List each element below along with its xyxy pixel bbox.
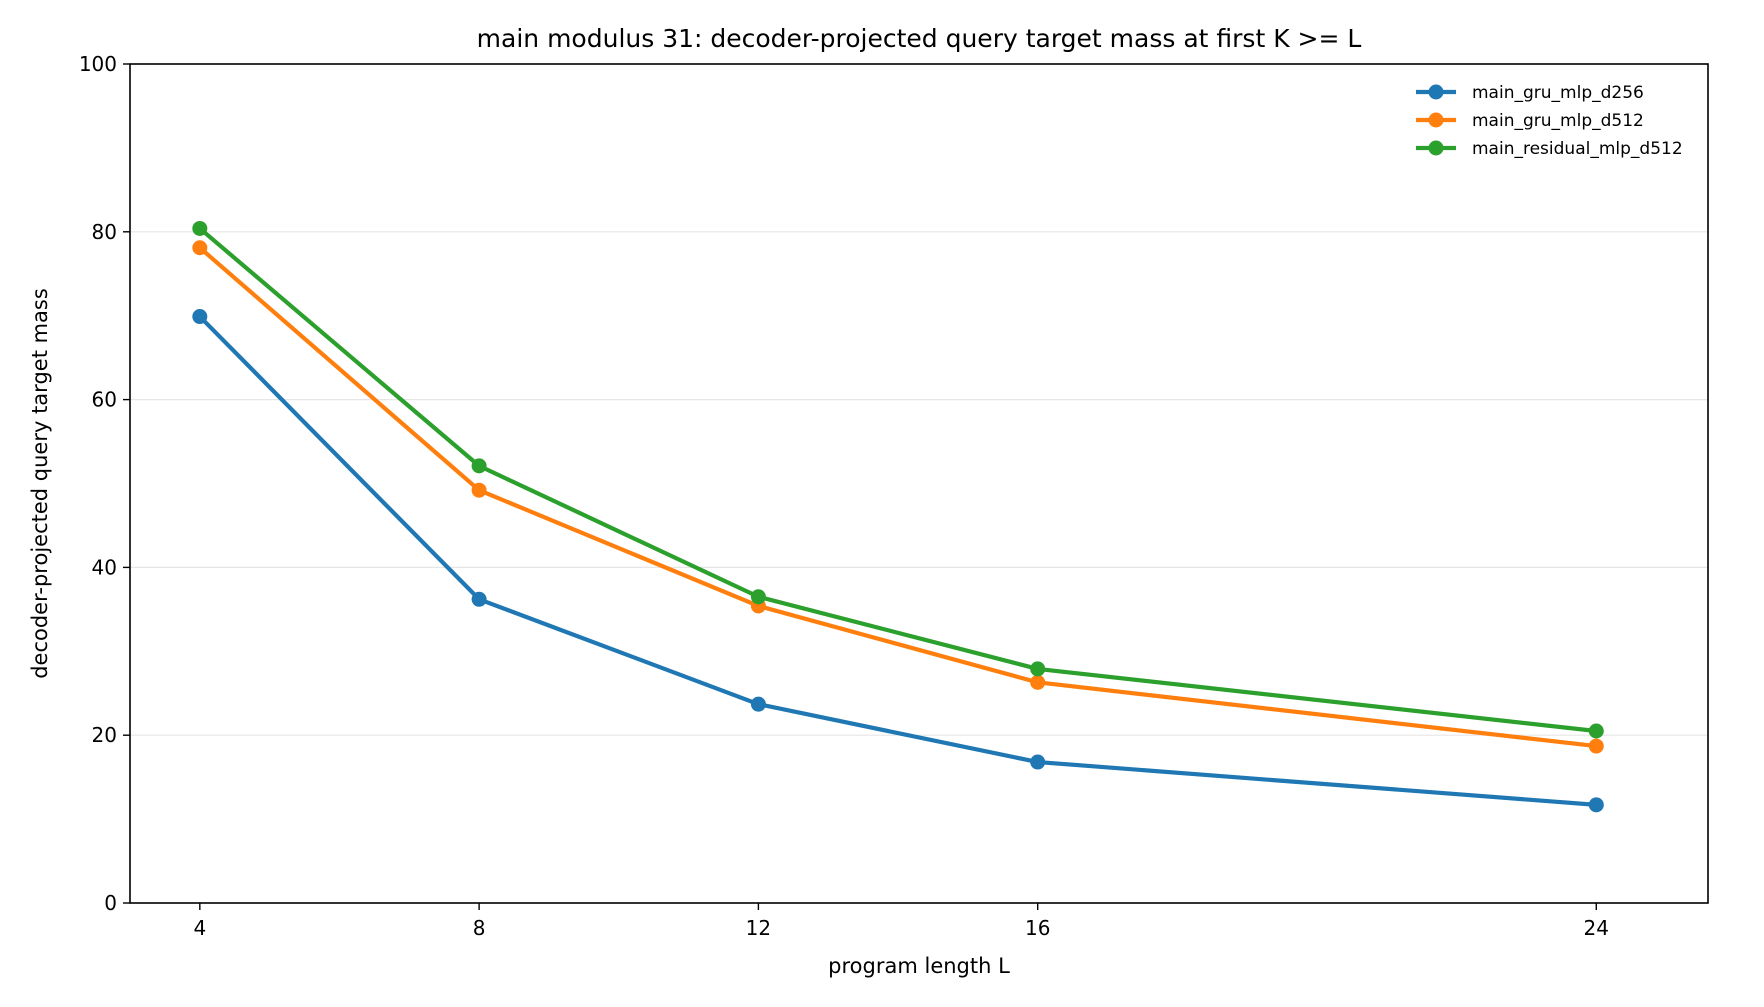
y-tick-label: 20 [92,723,117,747]
x-axis-label: program length L [828,954,1010,978]
legend-label: main_residual_mlp_d512 [1472,139,1683,159]
y-tick-label: 40 [92,555,117,579]
series-main_gru_mlp_d512 [192,240,1604,754]
x-tick-label: 4 [193,916,206,940]
series-main_gru_mlp_d256 [192,309,1604,813]
x-tick-label: 8 [473,916,486,940]
legend: main_gru_mlp_d256 main_gru_mlp_d512 main_r… [1416,83,1683,159]
series-layer [192,220,1604,813]
x-tick-label: 24 [1584,916,1609,940]
x-tick-label: 16 [1025,916,1050,940]
y-tick-label: 80 [92,220,117,244]
data-point [192,220,208,236]
data-point [471,482,487,498]
legend-item: main_residual_mlp_d512 [1416,139,1683,159]
data-point [750,589,766,605]
legend-label: main_gru_mlp_d512 [1472,111,1644,131]
y-tick-label: 0 [104,891,117,915]
y-axis-label: decoder-projected query target mass [28,288,52,679]
x-tick-label: 12 [746,916,771,940]
plot-frame [129,63,1709,904]
data-point [192,240,208,256]
tick-layer: 0 20 40 60 80 100 4 8 12 16 24 [79,52,1609,940]
data-point [471,458,487,474]
y-tick-label: 60 [92,388,117,412]
legend-item: main_gru_mlp_d256 [1416,83,1644,103]
data-point [1030,674,1046,690]
legend-marker [1428,112,1444,128]
data-point [1588,797,1604,813]
data-point [471,591,487,607]
gridlines [130,231,1708,736]
legend-label: main_gru_mlp_d256 [1472,83,1644,103]
data-point [750,696,766,712]
series-main_residual_mlp_d512 [192,220,1604,739]
legend-marker [1428,84,1444,100]
legend-marker [1428,140,1444,156]
data-point [1588,723,1604,739]
data-point [1030,754,1046,770]
legend-item: main_gru_mlp_d512 [1416,111,1644,131]
data-point [1588,738,1604,754]
chart-title: main modulus 31: decoder-projected query… [477,24,1362,53]
y-tick-label: 100 [79,52,117,76]
data-point [1030,661,1046,677]
data-point [192,309,208,325]
